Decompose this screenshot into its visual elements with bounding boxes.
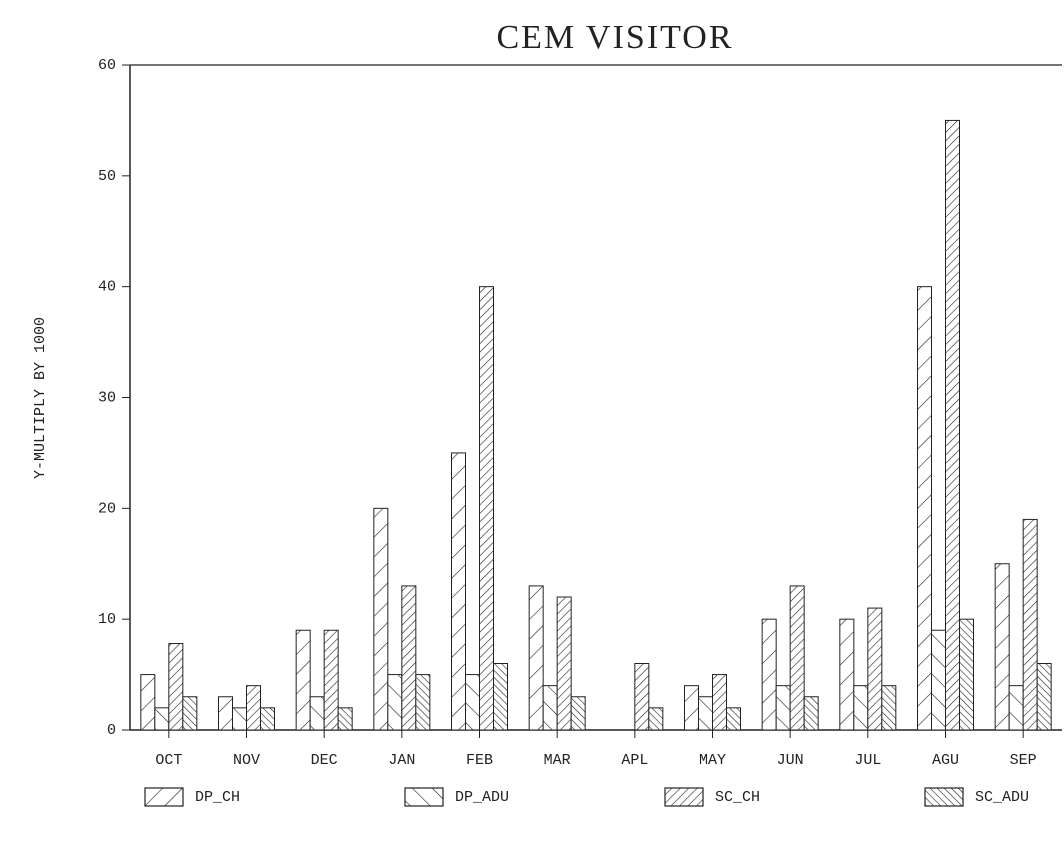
x-tick-label: OCT bbox=[155, 752, 182, 769]
bar bbox=[338, 708, 352, 730]
bar bbox=[219, 697, 233, 730]
y-tick-label: 0 bbox=[107, 722, 116, 739]
y-tick-label: 60 bbox=[98, 57, 116, 74]
bar bbox=[466, 675, 480, 730]
bar bbox=[713, 675, 727, 730]
bar bbox=[946, 120, 960, 730]
y-tick-label: 50 bbox=[98, 168, 116, 185]
y-axis-label: Y-MULTIPLY BY 1000 bbox=[32, 317, 49, 479]
bar bbox=[882, 686, 896, 730]
bar bbox=[649, 708, 663, 730]
bar bbox=[296, 630, 310, 730]
bar bbox=[388, 675, 402, 730]
bar bbox=[155, 708, 169, 730]
bar bbox=[310, 697, 324, 730]
bar bbox=[840, 619, 854, 730]
bar bbox=[324, 630, 338, 730]
bar bbox=[727, 708, 741, 730]
bar bbox=[1023, 519, 1037, 730]
bar bbox=[233, 708, 247, 730]
bar bbox=[776, 686, 790, 730]
bar bbox=[960, 619, 974, 730]
bar bbox=[452, 453, 466, 730]
chart: CEM VISITOR Y-MULTIPLY BY 1000 0 10 20 30 40… bbox=[0, 0, 1064, 844]
bar bbox=[918, 287, 932, 730]
y-tick-label: 20 bbox=[98, 500, 116, 517]
bar bbox=[183, 697, 197, 730]
x-tick-label: JUN bbox=[777, 752, 804, 769]
bar bbox=[932, 630, 946, 730]
bar bbox=[169, 644, 183, 730]
bar bbox=[261, 708, 275, 730]
bar bbox=[141, 675, 155, 730]
legend-swatch bbox=[405, 788, 443, 806]
bar bbox=[685, 686, 699, 730]
bar bbox=[480, 287, 494, 730]
x-tick-label: JAN bbox=[388, 752, 415, 769]
bar bbox=[247, 686, 261, 730]
y-tick-label: 40 bbox=[98, 279, 116, 296]
bar bbox=[543, 686, 557, 730]
x-tick-label: NOV bbox=[233, 752, 260, 769]
x-tick-label: SEP bbox=[1010, 752, 1037, 769]
bar bbox=[374, 508, 388, 730]
bar bbox=[557, 597, 571, 730]
bar bbox=[1009, 686, 1023, 730]
bar bbox=[416, 675, 430, 730]
y-tick-label: 10 bbox=[98, 611, 116, 628]
bar bbox=[995, 564, 1009, 730]
bar bbox=[1037, 664, 1051, 731]
x-tick-label: MAR bbox=[544, 752, 571, 769]
y-tick-label: 30 bbox=[98, 389, 116, 406]
bar bbox=[762, 619, 776, 730]
legend-label: DP_ADU bbox=[455, 789, 509, 806]
bar bbox=[790, 586, 804, 730]
x-tick-label: APL bbox=[621, 752, 648, 769]
x-tick-label: AGU bbox=[932, 752, 959, 769]
bar bbox=[804, 697, 818, 730]
bar bbox=[699, 697, 713, 730]
bar bbox=[854, 686, 868, 730]
x-tick-label: DEC bbox=[311, 752, 338, 769]
bar bbox=[571, 697, 585, 730]
bar bbox=[529, 586, 543, 730]
legend-label: SC_CH bbox=[715, 789, 760, 806]
legend-label: SC_ADU bbox=[975, 789, 1029, 806]
x-tick-label: MAY bbox=[699, 752, 726, 769]
x-tick-label: FEB bbox=[466, 752, 493, 769]
legend-swatch bbox=[925, 788, 963, 806]
chart-title: CEM VISITOR bbox=[496, 19, 733, 56]
bar bbox=[494, 664, 508, 731]
bar bbox=[635, 664, 649, 731]
legend-label: DP_CH bbox=[195, 789, 240, 806]
legend-swatch bbox=[665, 788, 703, 806]
bar bbox=[868, 608, 882, 730]
bar bbox=[402, 586, 416, 730]
x-tick-label: JUL bbox=[854, 752, 881, 769]
legend-swatch bbox=[145, 788, 183, 806]
